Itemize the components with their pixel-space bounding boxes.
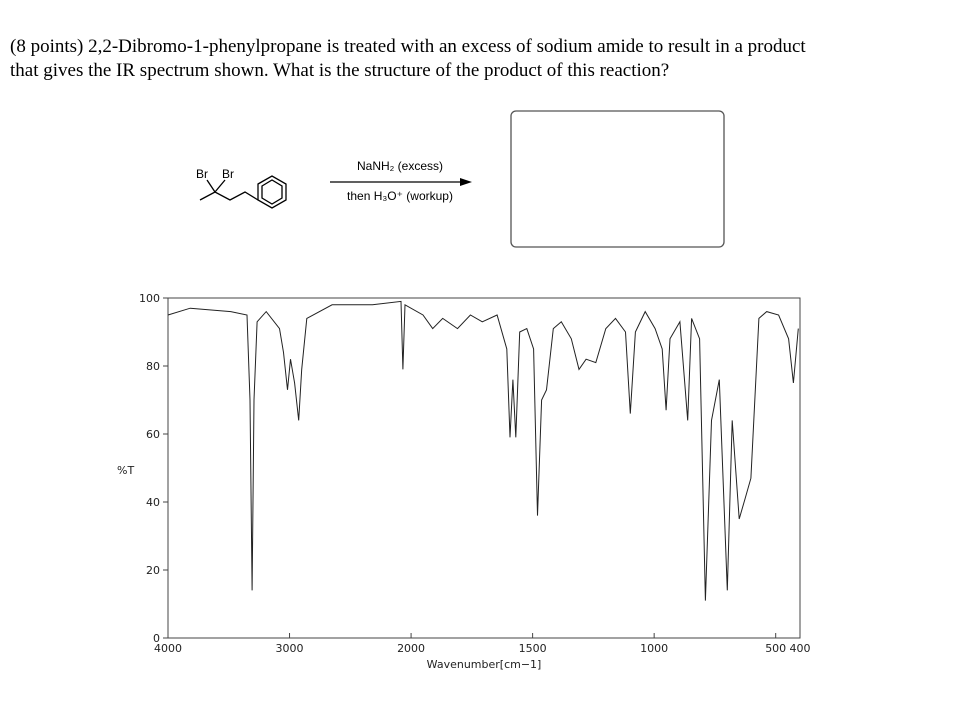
plot: 0 20 40 60 80 100 4000 3000 2000 1500 1000 500 400 (139, 292, 811, 655)
substituent: Br (222, 167, 234, 181)
bond (206, 179, 216, 193)
y-tick-label: 20 (146, 564, 160, 577)
y-tick-label: 100 (139, 292, 160, 305)
y-tick-label: 60 (146, 428, 160, 441)
x-tick-label: 1000 (640, 642, 668, 655)
ring (257, 175, 287, 209)
substituent: Br (196, 167, 208, 181)
molecule (199, 175, 287, 209)
x-tick-label: 3000 (276, 642, 304, 655)
x-tick-label: 500 (765, 642, 786, 655)
arrow-head (460, 178, 472, 186)
bond (214, 179, 226, 193)
x-tick-label: 400 (790, 642, 811, 655)
y-axis-label: %T (117, 464, 134, 477)
question-line: (8 points) 2,2-Dibromo-1-phenylpropane i… (10, 36, 806, 57)
x-tick-label: 1500 (519, 642, 547, 655)
x-tick-label: 4000 (154, 642, 182, 655)
y-tick-label: 40 (146, 496, 160, 509)
x-axis-label: Wavenumber[cm−1] (427, 658, 542, 671)
ring-inner (261, 179, 283, 205)
x-tick-label: 2000 (397, 642, 425, 655)
answer-box[interactable] (510, 110, 725, 248)
reagent: NaNH₂ (excess) (357, 159, 443, 173)
plot-frame (167, 297, 801, 639)
y-tick-label: 80 (146, 360, 160, 373)
reagent: then H₃O⁺ (workup) (347, 189, 453, 203)
y-tick-label: 0 (153, 632, 160, 645)
spectrum (167, 300, 799, 601)
question-line: that gives the IR spectrum shown. What i… (10, 60, 669, 81)
chain (199, 191, 259, 201)
